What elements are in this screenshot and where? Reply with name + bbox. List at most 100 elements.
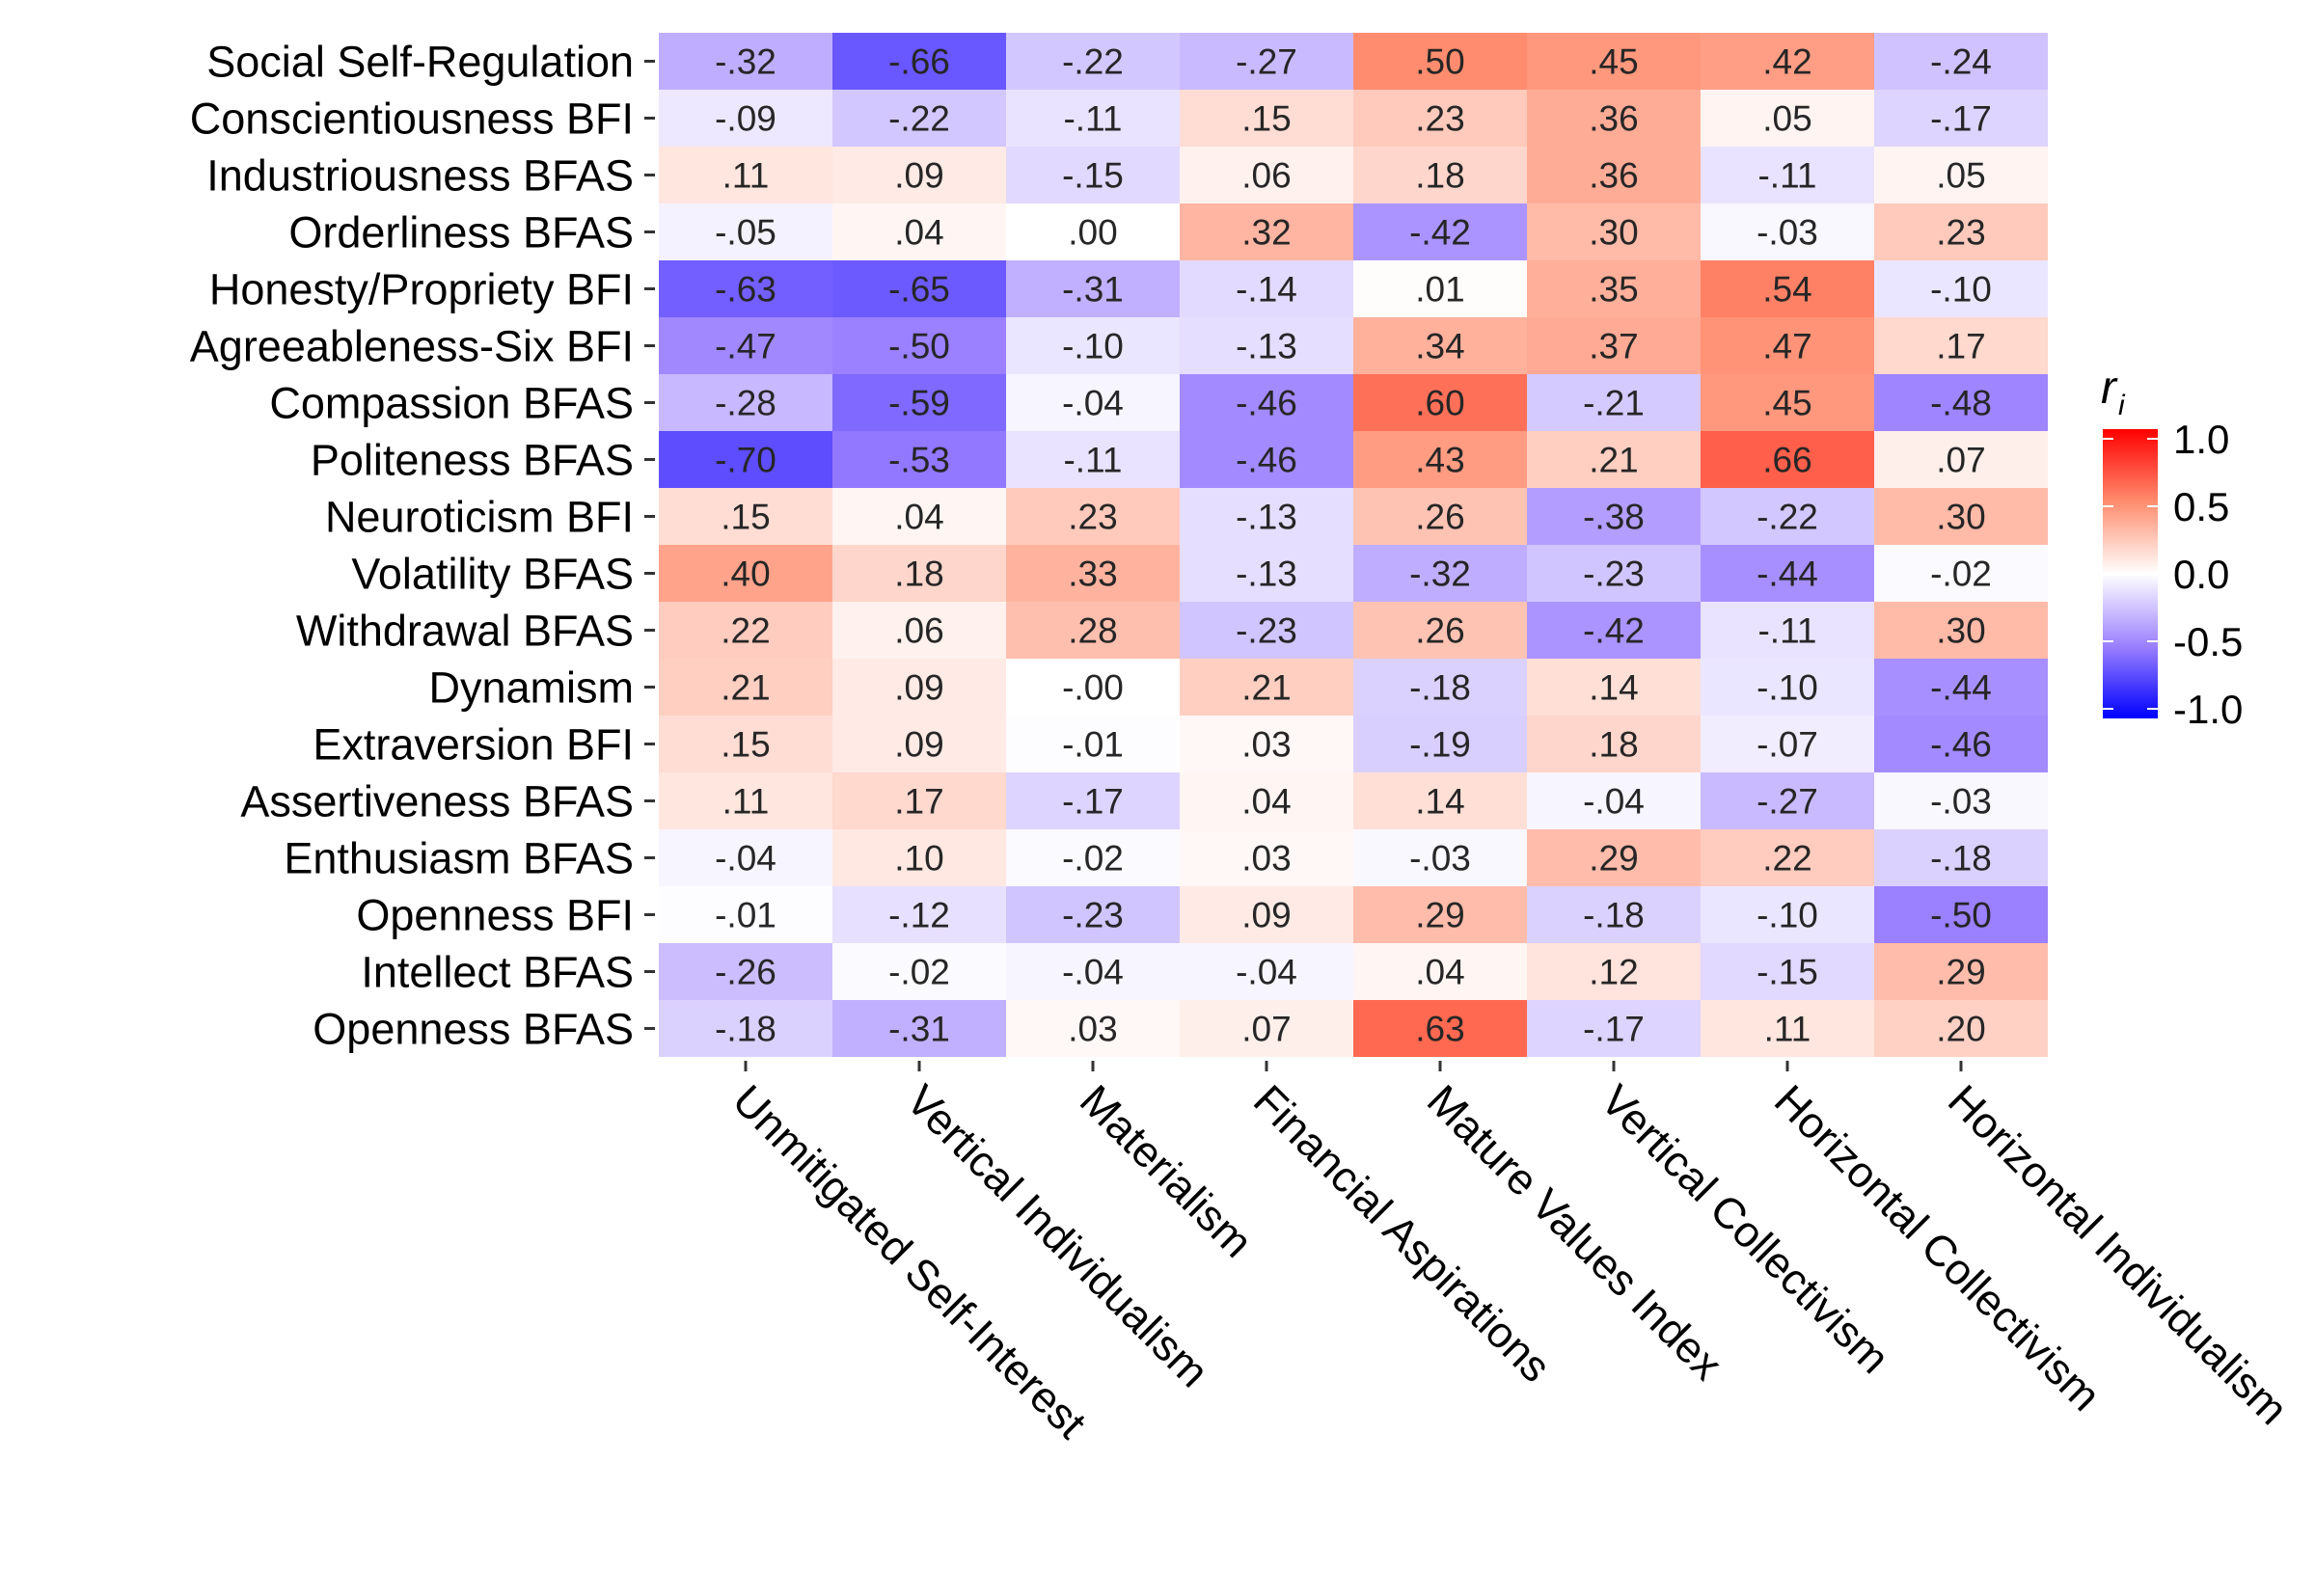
cell-value-label: .20 xyxy=(1936,1010,1985,1049)
cell-value-label: .21 xyxy=(1589,441,1638,480)
cell-value-label: -.11 xyxy=(1757,156,1816,196)
heatmap-cell xyxy=(832,33,1006,90)
heatmap-cell xyxy=(1180,317,1353,374)
heatmap-cell xyxy=(1874,260,2048,317)
heatmap-cell xyxy=(1527,374,1701,431)
heatmap-cell xyxy=(1353,772,1527,829)
heatmap-cell xyxy=(1527,772,1701,829)
cell-value-label: -.24 xyxy=(1930,42,1992,82)
row-label: Enthusiasm BFAS xyxy=(284,834,634,883)
cell-value-label: .11 xyxy=(722,782,770,822)
heatmap-cell xyxy=(1353,374,1527,431)
cell-value-label: -.23 xyxy=(1062,896,1124,935)
row-label: Withdrawal BFAS xyxy=(296,607,634,656)
cell-value-label: .34 xyxy=(1415,327,1464,366)
cell-value-label: .11 xyxy=(722,156,770,196)
cell-value-label: .36 xyxy=(1589,99,1638,139)
cell-value-label: -.22 xyxy=(888,99,950,139)
row-label: Agreeableness-Six BFI xyxy=(190,322,634,371)
cell-value-label: .36 xyxy=(1589,156,1638,196)
cell-value-label: .04 xyxy=(894,498,943,537)
cell-value-label: .21 xyxy=(1241,668,1291,708)
cell-value-label: .06 xyxy=(1241,156,1291,196)
heatmap-cells: -.32 -.66 -.22 -.27 .50 .45 .42 -.24 -.09 -.22 -.1… xyxy=(659,33,2048,1057)
heatmap-cell xyxy=(1180,90,1353,147)
cell-value-label: -.59 xyxy=(888,384,950,423)
cell-value-label: -.04 xyxy=(1062,953,1124,992)
cell-value-label: .11 xyxy=(1764,1010,1811,1049)
cell-value-label: -.32 xyxy=(1409,555,1471,594)
cell-value-label: -.32 xyxy=(715,42,776,82)
cell-value-label: .00 xyxy=(1068,213,1117,253)
legend-tick-label: 0.0 xyxy=(2173,552,2229,597)
cell-value-label: -.66 xyxy=(888,42,950,82)
heatmap-cell xyxy=(1527,886,1701,943)
cell-value-label: .63 xyxy=(1415,1010,1464,1049)
cell-value-label: -.22 xyxy=(1757,498,1818,537)
heatmap-cell xyxy=(832,716,1006,772)
heatmap-cell xyxy=(1874,147,2048,203)
heatmap-cell xyxy=(1701,431,1874,488)
heatmap-cell xyxy=(1527,317,1701,374)
cell-value-label: .22 xyxy=(721,611,770,651)
heatmap-cell xyxy=(1527,147,1701,203)
cell-value-label: -.04 xyxy=(1236,953,1297,992)
heatmap-cell xyxy=(832,772,1006,829)
row-label: Compassion BFAS xyxy=(269,379,634,428)
row-label: Dynamism xyxy=(428,663,634,713)
heatmap-cell xyxy=(1353,90,1527,147)
heatmap-cell xyxy=(1527,431,1701,488)
cell-value-label: -.48 xyxy=(1930,384,1992,423)
heatmap-cell xyxy=(1006,716,1180,772)
heatmap-cell xyxy=(1180,716,1353,772)
cell-value-label: .07 xyxy=(1241,1010,1291,1049)
heatmap-cell xyxy=(659,203,832,260)
legend-tick-label: 1.0 xyxy=(2173,417,2229,462)
heatmap-cell xyxy=(1353,1000,1527,1057)
heatmap-cell xyxy=(1701,374,1874,431)
column-label: Horizontal Individualism xyxy=(1939,1075,2298,1434)
cell-value-label: -.07 xyxy=(1757,725,1818,765)
heatmap-cell xyxy=(1874,374,2048,431)
cell-value-label: -.04 xyxy=(715,839,776,879)
cell-value-label: -.01 xyxy=(1062,725,1124,765)
cell-value-label: .26 xyxy=(1415,611,1464,651)
cell-value-label: .21 xyxy=(721,668,770,708)
heatmap-cell xyxy=(1701,203,1874,260)
cell-value-label: -.21 xyxy=(1583,384,1645,423)
cell-value-label: -.42 xyxy=(1583,611,1645,651)
cell-value-label: .42 xyxy=(1762,42,1811,82)
heatmap-cell xyxy=(1353,886,1527,943)
row-label: Orderliness BFAS xyxy=(288,208,634,257)
heatmap-cell xyxy=(1701,1000,1874,1057)
cell-value-label: -.09 xyxy=(715,99,776,139)
cell-value-label: .30 xyxy=(1936,498,1985,537)
heatmap-cell xyxy=(1006,147,1180,203)
row-label: Conscientiousness BFI xyxy=(190,95,634,144)
cell-value-label: .26 xyxy=(1415,498,1464,537)
heatmap-cell xyxy=(1874,659,2048,716)
heatmap-cell xyxy=(1874,203,2048,260)
heatmap-cell xyxy=(1353,545,1527,602)
heatmap-cell xyxy=(1701,772,1874,829)
cell-value-label: .05 xyxy=(1762,99,1811,139)
heatmap-cell xyxy=(659,147,832,203)
cell-value-label: .29 xyxy=(1415,896,1464,935)
row-label: Openness BFI xyxy=(356,891,634,940)
heatmap-cell xyxy=(1527,33,1701,90)
cell-value-label: -.13 xyxy=(1236,498,1297,537)
heatmap-cell xyxy=(1353,488,1527,545)
heatmap-cell xyxy=(1527,203,1701,260)
row-label: Politeness BFAS xyxy=(311,436,634,485)
heatmap-cell xyxy=(1006,90,1180,147)
cell-value-label: .18 xyxy=(1589,725,1638,765)
cell-value-label: -.14 xyxy=(1236,270,1297,310)
heatmap-cell xyxy=(1006,374,1180,431)
cell-value-label: -.18 xyxy=(1409,668,1471,708)
row-label: Intellect BFAS xyxy=(361,948,634,997)
cell-value-label: -.46 xyxy=(1236,384,1297,423)
legend-title: ri xyxy=(2101,363,2126,421)
cell-value-label: .01 xyxy=(1415,270,1464,310)
cell-value-label: .04 xyxy=(894,213,943,253)
cell-value-label: -.10 xyxy=(1757,896,1818,935)
